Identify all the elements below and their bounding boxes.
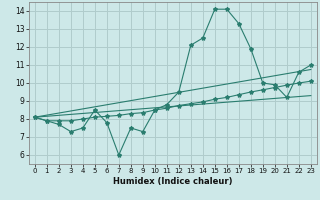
X-axis label: Humidex (Indice chaleur): Humidex (Indice chaleur) bbox=[113, 177, 233, 186]
